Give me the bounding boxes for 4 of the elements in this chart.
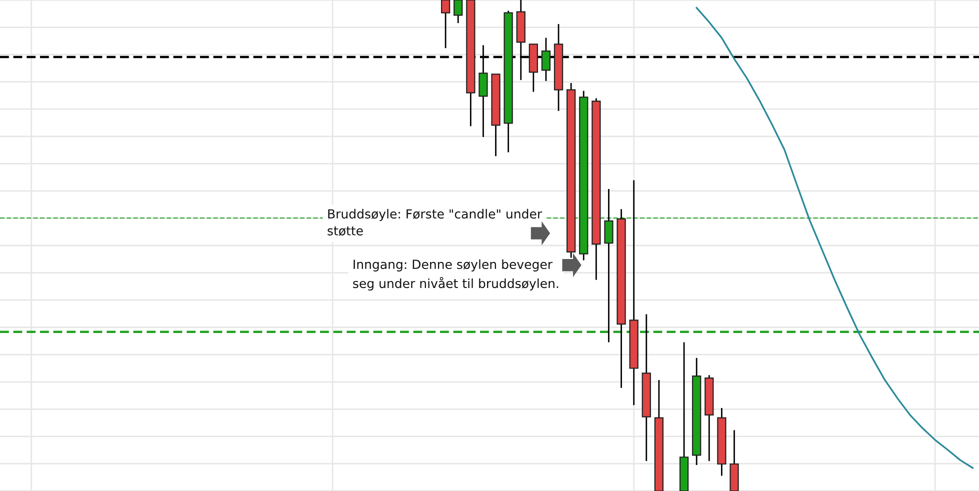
candlestick — [454, 0, 463, 24]
annotation: Inngang: Denne søylen beveger seg under nivået til bruddsøylen. — [353, 259, 558, 291]
annotation: Bruddsøyle: Første "candle" under støtte — [328, 208, 542, 236]
candlestick — [441, 0, 450, 49]
